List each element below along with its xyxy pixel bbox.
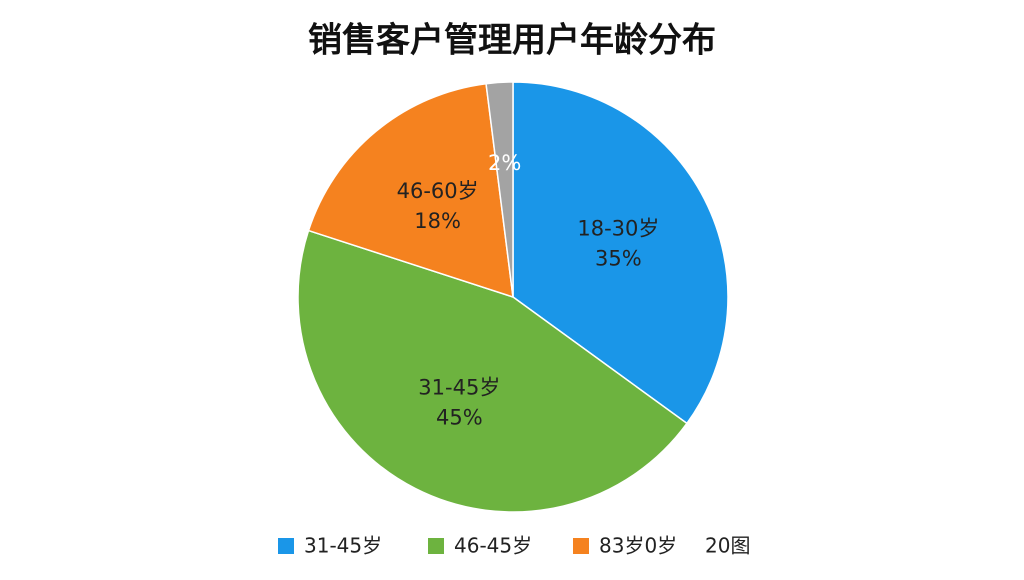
pie-slice bbox=[297, 229, 688, 513]
legend-label: 83岁0岁 bbox=[599, 534, 677, 558]
legend-note: 20图 bbox=[705, 534, 750, 558]
slice-value: 18% bbox=[414, 209, 461, 233]
legend-swatch bbox=[428, 538, 444, 554]
chart-title: 销售客户管理用户年龄分布 bbox=[308, 21, 716, 61]
pie-slice bbox=[307, 82, 514, 299]
slice-value: 35% bbox=[595, 246, 642, 270]
pie-slice bbox=[485, 81, 514, 298]
legend-swatch bbox=[278, 538, 294, 554]
slice-label: 46-60岁 bbox=[397, 179, 479, 203]
pie-slice bbox=[512, 81, 729, 425]
slice-value: 2% bbox=[488, 151, 521, 175]
slice-label: 31-45岁 bbox=[418, 375, 500, 399]
slice-label: 18-30岁 bbox=[577, 216, 659, 240]
slice-value: 45% bbox=[436, 405, 483, 429]
legend-swatch bbox=[573, 538, 589, 554]
legend-label: 31-45岁 bbox=[304, 534, 382, 558]
legend-label: 46-45岁 bbox=[454, 534, 532, 558]
